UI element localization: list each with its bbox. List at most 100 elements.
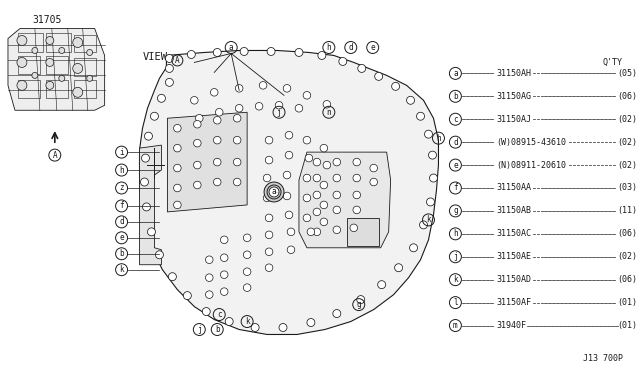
Circle shape xyxy=(358,64,365,73)
Circle shape xyxy=(243,234,251,241)
Circle shape xyxy=(157,94,165,102)
Text: 31150AE: 31150AE xyxy=(496,252,531,261)
Circle shape xyxy=(205,291,213,298)
Circle shape xyxy=(202,308,211,315)
Circle shape xyxy=(303,214,310,222)
Circle shape xyxy=(265,137,273,144)
Text: b: b xyxy=(119,249,124,258)
Circle shape xyxy=(392,82,399,90)
Circle shape xyxy=(211,89,218,96)
Circle shape xyxy=(225,318,233,326)
Text: g: g xyxy=(453,206,458,215)
Circle shape xyxy=(86,49,93,55)
Circle shape xyxy=(320,181,328,189)
Text: j: j xyxy=(276,108,282,117)
Circle shape xyxy=(220,236,228,244)
Circle shape xyxy=(339,57,347,65)
Circle shape xyxy=(214,178,221,186)
Circle shape xyxy=(323,161,331,169)
Bar xyxy=(347,218,379,246)
Circle shape xyxy=(295,105,303,112)
Circle shape xyxy=(255,103,263,110)
Text: a: a xyxy=(229,43,234,52)
Circle shape xyxy=(243,284,251,291)
Circle shape xyxy=(318,51,326,60)
Text: Q'TY: Q'TY xyxy=(603,58,623,67)
Text: m: m xyxy=(453,321,458,330)
Circle shape xyxy=(353,191,360,199)
Circle shape xyxy=(243,268,251,276)
Circle shape xyxy=(240,48,248,55)
Circle shape xyxy=(333,206,340,214)
Circle shape xyxy=(147,228,156,236)
Circle shape xyxy=(141,154,150,162)
Circle shape xyxy=(216,109,223,116)
Circle shape xyxy=(173,124,181,132)
Text: b: b xyxy=(215,325,220,334)
Circle shape xyxy=(46,36,54,45)
Text: j: j xyxy=(197,325,202,334)
Polygon shape xyxy=(140,145,161,265)
Circle shape xyxy=(234,158,241,166)
Polygon shape xyxy=(168,112,247,212)
Circle shape xyxy=(165,54,173,62)
Circle shape xyxy=(17,36,27,45)
Circle shape xyxy=(173,164,181,172)
Circle shape xyxy=(234,137,241,144)
Circle shape xyxy=(32,48,38,54)
Text: z: z xyxy=(119,183,124,192)
Circle shape xyxy=(214,158,221,166)
Circle shape xyxy=(188,51,195,58)
Circle shape xyxy=(406,96,415,104)
Circle shape xyxy=(46,81,54,89)
Circle shape xyxy=(287,246,295,254)
Circle shape xyxy=(284,192,291,200)
Circle shape xyxy=(263,194,271,202)
Circle shape xyxy=(320,201,328,209)
Text: a: a xyxy=(453,69,458,78)
Circle shape xyxy=(214,137,221,144)
Circle shape xyxy=(323,100,331,108)
Circle shape xyxy=(269,187,279,197)
Text: k: k xyxy=(245,317,250,326)
Polygon shape xyxy=(299,152,390,248)
Text: 31150AD: 31150AD xyxy=(496,275,531,284)
Text: (11): (11) xyxy=(617,206,637,215)
Circle shape xyxy=(73,87,83,97)
Circle shape xyxy=(165,64,173,73)
Text: (02): (02) xyxy=(617,138,637,147)
Circle shape xyxy=(73,64,83,73)
Text: (01): (01) xyxy=(617,321,637,330)
Bar xyxy=(18,80,40,98)
Bar xyxy=(74,80,95,98)
Circle shape xyxy=(173,144,181,152)
Circle shape xyxy=(284,171,291,179)
Text: e: e xyxy=(119,233,124,242)
Circle shape xyxy=(429,174,438,182)
Text: h: h xyxy=(119,166,124,174)
Text: e: e xyxy=(371,43,375,52)
Circle shape xyxy=(333,310,341,318)
Text: (03): (03) xyxy=(617,183,637,192)
Circle shape xyxy=(303,194,310,202)
Bar xyxy=(74,35,95,52)
Text: (W)08915-43610: (W)08915-43610 xyxy=(496,138,566,147)
Text: (01): (01) xyxy=(617,298,637,307)
Circle shape xyxy=(320,218,328,226)
Circle shape xyxy=(193,121,201,128)
Text: e: e xyxy=(453,161,458,170)
Circle shape xyxy=(378,280,386,289)
Circle shape xyxy=(303,137,310,144)
Circle shape xyxy=(265,231,273,238)
Polygon shape xyxy=(8,29,104,110)
Circle shape xyxy=(193,161,201,169)
Text: h: h xyxy=(453,229,458,238)
Circle shape xyxy=(356,296,365,304)
Bar xyxy=(46,32,71,52)
Circle shape xyxy=(313,191,321,199)
Text: d: d xyxy=(119,217,124,227)
Text: 31150AA: 31150AA xyxy=(496,183,531,192)
Text: k: k xyxy=(119,265,124,274)
Circle shape xyxy=(145,132,152,140)
Text: (06): (06) xyxy=(617,275,637,284)
